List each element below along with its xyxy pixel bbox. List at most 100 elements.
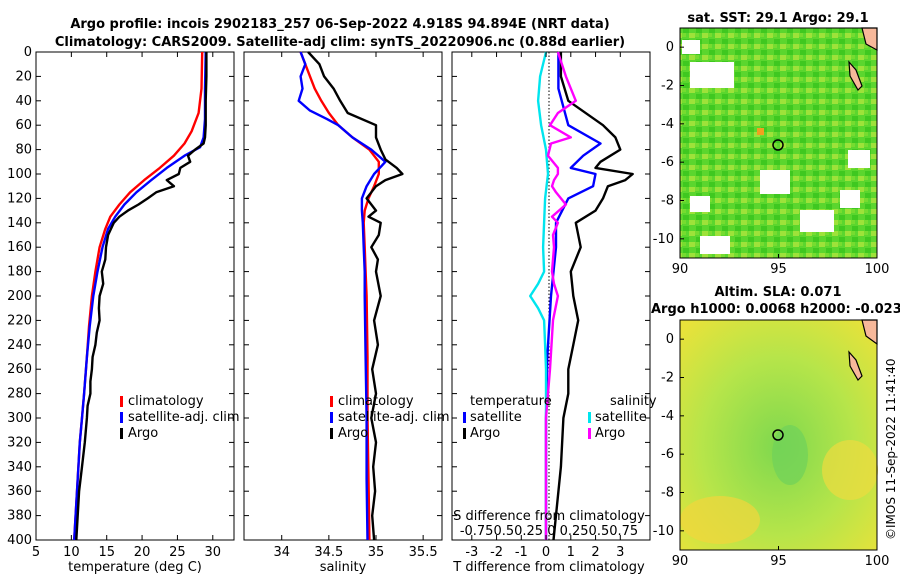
temperature-axes-box xyxy=(35,51,235,541)
y-tick-label: 360 xyxy=(7,484,32,499)
salinity-panel: 34 34.5 35 35.5 salinity xyxy=(243,51,443,575)
x-tick-label: 1 xyxy=(567,545,575,560)
y-tick-label: 80 xyxy=(15,143,32,158)
y-tick-label: 400 xyxy=(7,533,32,548)
map-x-tick-label: 100 xyxy=(865,262,890,277)
map-y-tick-label: -8 xyxy=(661,486,674,501)
series-line-s-satellite xyxy=(529,51,550,540)
x-tick-label: -2 xyxy=(490,545,503,560)
x-tick-label: 30 xyxy=(205,545,222,560)
salinity-xlabel: salinity xyxy=(320,560,367,575)
title-line-2: Climatology: CARS2009. Satellite-adj cli… xyxy=(55,35,625,50)
legend-label-argo: Argo xyxy=(338,426,368,441)
map-x-tick-label: 95 xyxy=(770,262,787,277)
cloud-gap xyxy=(690,196,710,212)
map-y-tick-label: -6 xyxy=(661,155,674,170)
map-y-tick-label: -6 xyxy=(661,447,674,462)
series-line-t-argo xyxy=(552,52,634,541)
island-outline xyxy=(848,350,863,381)
legend-swatch-argo xyxy=(330,428,333,439)
legend-label-s-argo: Argo xyxy=(595,426,625,441)
legend-swatch-argo xyxy=(120,428,123,439)
x-tick-label: 15 xyxy=(98,545,115,560)
map-y-tick-label: -2 xyxy=(661,79,674,94)
cloud-gap xyxy=(848,150,870,168)
x-tick-label: 35 xyxy=(368,545,385,560)
legend-label-satellite: satellite-adj. clim xyxy=(128,410,240,425)
float-location-marker xyxy=(772,139,784,151)
y-tick-label: 180 xyxy=(7,265,32,280)
x-tick-label: 3 xyxy=(616,545,624,560)
map-y-tick-label: -2 xyxy=(661,371,674,386)
cloud-gap xyxy=(682,40,700,54)
legend-label-s-satellite: satellite xyxy=(595,410,647,425)
warm-pixel xyxy=(757,128,764,135)
difference-panel: -3 -2 -1 0 1 2 3 S difference from climatology… xyxy=(451,51,651,575)
y-tick-label: 40 xyxy=(15,94,32,109)
s-difference-tick-text: -0.750.50.25 0 0.250.50.75 xyxy=(460,524,638,539)
sst-cloud-gaps xyxy=(682,40,870,254)
y-tick-label: 160 xyxy=(7,240,32,255)
cloud-gap xyxy=(690,62,734,88)
sst-map-panel: sat. SST: 29.1 Argo: 29.1 90 95 100 0 -2 -4 -6… xyxy=(653,11,890,277)
legend-swatch-satellite xyxy=(120,412,123,423)
sst-map-title: sat. SST: 29.1 Argo: 29.1 xyxy=(687,11,868,26)
legend-swatch-s-satellite xyxy=(588,412,591,423)
sla-low-patch xyxy=(772,425,808,485)
map-x-tick-label: 90 xyxy=(672,262,689,277)
y-tick-label: 340 xyxy=(7,460,32,475)
temperature-xlabel: temperature (deg C) xyxy=(68,560,202,575)
x-tick-label: -1 xyxy=(515,545,528,560)
x-tick-label: 0 xyxy=(542,545,550,560)
cloud-gap xyxy=(760,170,790,194)
series-line-argo xyxy=(75,52,208,541)
sla-high-patch xyxy=(680,496,760,544)
map-y-tick-label: -8 xyxy=(661,194,674,209)
watermark: ©IMOS 11-Sep-2022 11:41:40 xyxy=(884,358,898,540)
map-y-tick-label: 0 xyxy=(666,332,674,347)
y-tick-label: 120 xyxy=(7,191,32,206)
y-tick-label: 140 xyxy=(7,216,32,231)
y-tick-label: 0 xyxy=(24,45,32,60)
legend-swatch-t-satellite xyxy=(463,412,466,423)
legend-label-t-argo: Argo xyxy=(470,426,500,441)
x-tick-label: -3 xyxy=(465,545,478,560)
x-tick-label: 34.5 xyxy=(314,545,343,560)
x-tick-label: 25 xyxy=(169,545,186,560)
x-tick-label: 35.5 xyxy=(409,545,438,560)
sla-map-panel: Altim. SLA: 0.071 Argo h1000: 0.0068 h20… xyxy=(651,285,900,569)
y-tick-label: 320 xyxy=(7,435,32,450)
y-tick-label: 20 xyxy=(15,69,32,84)
x-tick-label: 2 xyxy=(591,545,599,560)
legend-label-t-satellite: satellite xyxy=(470,410,522,425)
island-outline xyxy=(848,60,863,91)
x-tick-label: 10 xyxy=(63,545,80,560)
x-tick-label: 34 xyxy=(273,545,290,560)
legend-swatch-climatology xyxy=(120,396,123,407)
legend-title-temperature: temperature xyxy=(470,394,552,409)
series-line-climatology xyxy=(299,51,380,541)
x-tick-label: 20 xyxy=(134,545,151,560)
map-y-tick-label: -10 xyxy=(653,232,674,247)
float-location-marker xyxy=(772,429,784,441)
legend-label-argo: Argo xyxy=(128,426,158,441)
legend-swatch-satellite xyxy=(330,412,333,423)
legend-label-climatology: climatology xyxy=(338,394,414,409)
map-y-tick-label: 0 xyxy=(666,40,674,55)
sla-argo-heights: Argo h1000: 0.0068 h2000: -0.023 xyxy=(651,302,900,317)
salinity-axes-box xyxy=(243,51,443,541)
salinity-legend: climatology satellite-adj. clim Argo xyxy=(330,394,450,441)
sla-map-title: Altim. SLA: 0.071 xyxy=(715,285,842,300)
legend-swatch-t-argo xyxy=(463,428,466,439)
map-y-tick-label: -4 xyxy=(661,409,674,424)
y-tick-label: 200 xyxy=(7,289,32,304)
title-line-1: Argo profile: incois 2902183_257 06-Sep-… xyxy=(70,17,609,32)
series-line-s-argo xyxy=(544,51,577,540)
cloud-gap xyxy=(700,236,730,254)
cloud-gap xyxy=(840,190,860,208)
map-y-tick-label: -10 xyxy=(653,524,674,539)
temperature-legend: climatology satellite-adj. clim Argo xyxy=(120,394,240,441)
map-y-tick-label: -4 xyxy=(661,117,674,132)
sla-high-patch xyxy=(822,440,878,500)
legend-swatch-s-argo xyxy=(588,428,591,439)
